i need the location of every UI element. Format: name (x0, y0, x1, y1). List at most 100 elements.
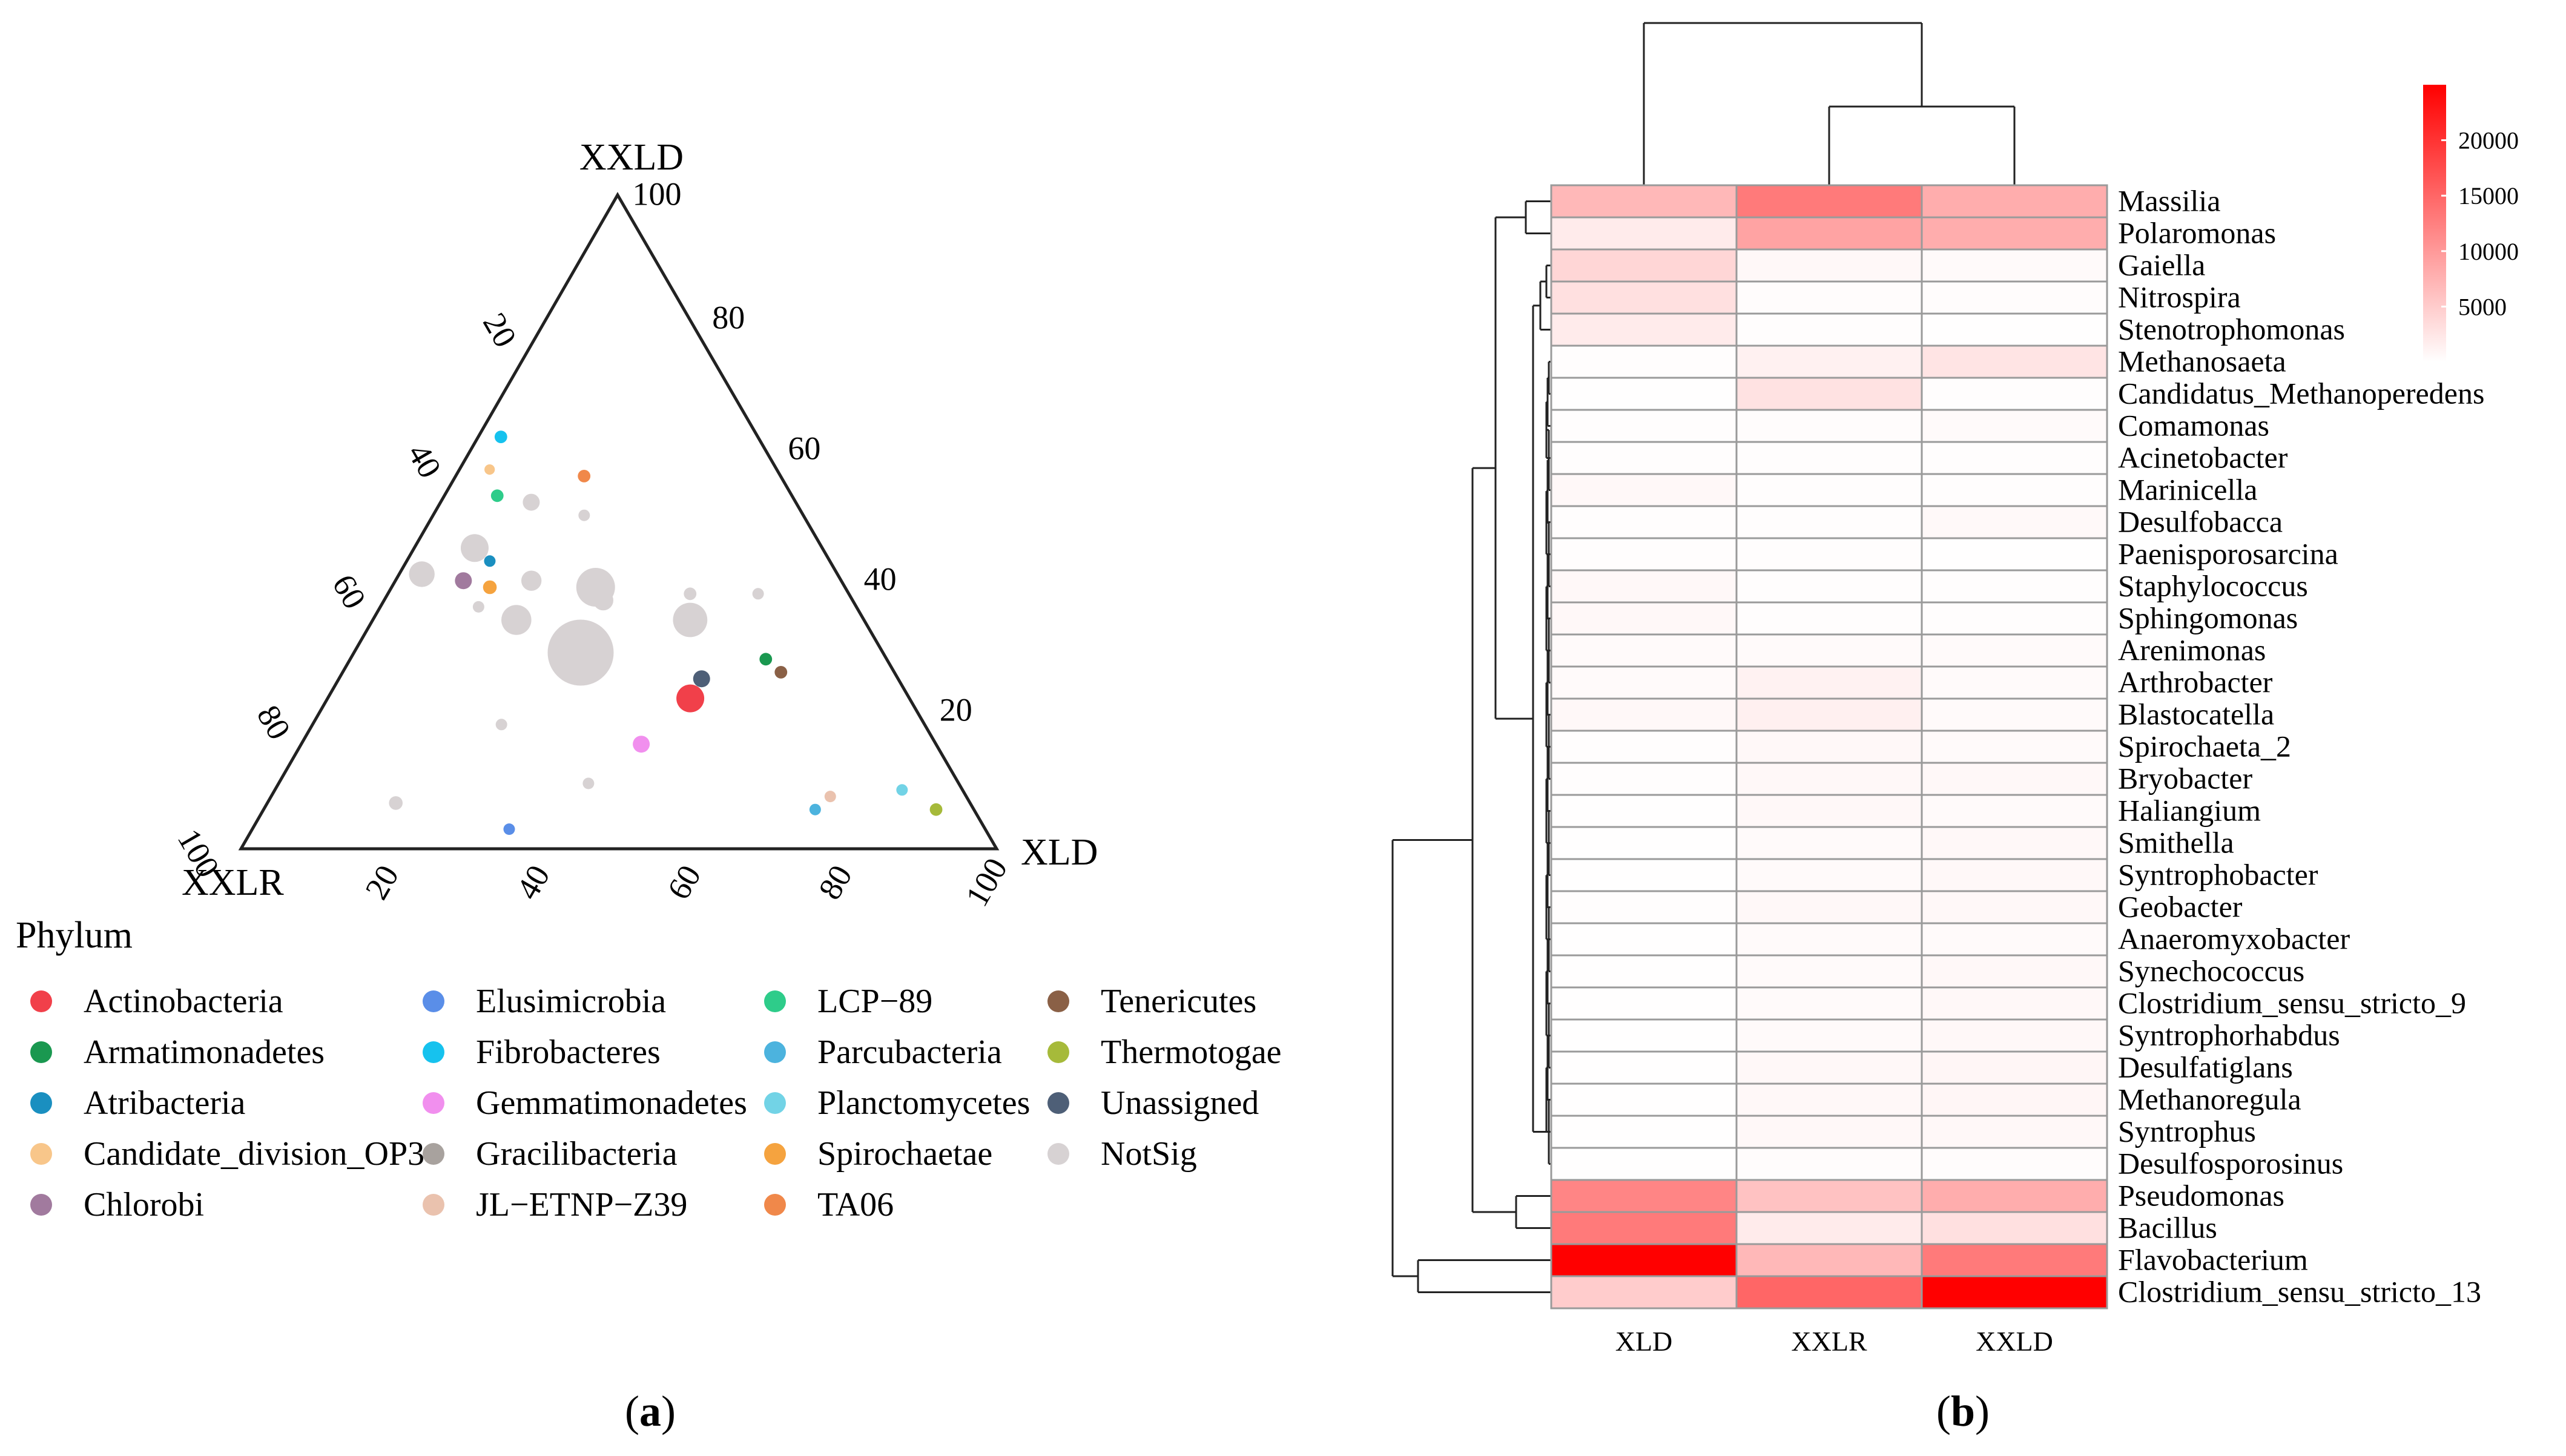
ternary-point-planctomycetes (896, 784, 908, 796)
ternary-point-notsig (521, 570, 542, 591)
ternary-point-notsig (523, 493, 540, 511)
heatmap-cell (1735, 1211, 1923, 1245)
ternary-point-notsig (389, 796, 403, 810)
ternary-point-notsig (472, 601, 484, 613)
row-label: Blastocatella (2118, 697, 2274, 731)
row-label: Desulfatiglans (2118, 1050, 2293, 1084)
heatmap-cell (1921, 1115, 2108, 1149)
colorbar-tick-label: 10000 (2458, 238, 2519, 265)
left-edge-tick-label-1: 20 (476, 307, 524, 354)
colorbar-tick-label: 15000 (2458, 182, 2519, 209)
legend-label: Fibrobacteres (476, 1033, 661, 1071)
legend-swatch (423, 1041, 444, 1063)
row-label: Stenotrophomonas (2118, 312, 2345, 346)
legend-label: Planctomycetes (817, 1084, 1031, 1122)
heatmap-cell (1735, 312, 1923, 347)
heatmap-cell (1735, 730, 1923, 764)
heatmap-cell (1550, 1275, 1738, 1309)
legend-label: LCP−89 (817, 983, 933, 1020)
ternary-point-notsig (409, 561, 435, 587)
heatmap-cell (1921, 248, 2108, 283)
heatmap-cell (1921, 730, 2108, 764)
legend-swatch (1047, 1041, 1069, 1063)
legend-swatch (764, 1143, 786, 1165)
heatmap-cell (1735, 890, 1923, 924)
heatmap-cell (1921, 826, 2108, 860)
left-edge-tick-label-4: 80 (250, 699, 298, 746)
legend-item: Spirochaetae (764, 1128, 992, 1179)
left-edge-tick-label-0: 100 (633, 176, 682, 212)
row-labels: MassiliaPolaromonasGaiellaNitrospiraSten… (2118, 184, 2484, 1309)
heatmap-cell (1550, 601, 1738, 636)
heatmap-cell (1550, 858, 1738, 892)
heatmap-cell (1735, 858, 1923, 892)
heatmap-cell (1921, 505, 2108, 539)
heatmap-cell (1735, 794, 1923, 828)
heatmap-cell (1921, 1211, 2108, 1245)
ternary-point-notsig (673, 602, 708, 637)
heatmap-cell (1550, 1179, 1738, 1213)
heatmap-cell (1921, 1018, 2108, 1053)
heatmap-cell (1735, 633, 1923, 668)
legend-swatch (764, 1194, 786, 1216)
legend-item: Actinobacteria (30, 976, 283, 1027)
heatmap-cell (1921, 312, 2108, 347)
heatmap-cell (1735, 1115, 1923, 1149)
heatmap-cell (1921, 633, 2108, 668)
heatmap-cell (1921, 954, 2108, 989)
heatmap-cell (1735, 537, 1923, 572)
row-label: Candidatus_Methanoperedens (2118, 377, 2484, 410)
heatmap-cell (1735, 1082, 1923, 1117)
heatmap-cell (1735, 954, 1923, 989)
bottom-edge-tick-label-4: 100 (958, 852, 1014, 912)
legend-label: Actinobacteria (84, 983, 283, 1020)
heatmap-cell (1921, 697, 2108, 732)
heatmap-cell (1550, 505, 1738, 539)
heatmap-cell (1735, 409, 1923, 443)
heatmap-cell (1921, 216, 2108, 251)
legend-swatch (423, 1092, 444, 1114)
heatmap-cell (1550, 1082, 1738, 1117)
bottom-edge-tick-label-0: 20 (358, 859, 406, 906)
heatmap-cell (1550, 1018, 1738, 1053)
legend-swatch (30, 990, 52, 1012)
legend-swatch (1047, 1092, 1069, 1114)
legend-swatch (1047, 1143, 1069, 1165)
ternary-point-actinobacteria (676, 684, 705, 713)
legend-label: Gracilibacteria (476, 1135, 678, 1173)
colorbar-tick-label: 20000 (2458, 127, 2519, 154)
legend-label: Armatimonadetes (84, 1033, 325, 1071)
row-label: Methanoregula (2118, 1082, 2301, 1116)
heatmap-cell (1550, 377, 1738, 411)
heatmap-cell (1735, 1018, 1923, 1053)
legend-item: Chlorobi (30, 1179, 204, 1230)
ternary-point-notsig (460, 534, 489, 562)
row-label: Flavobacterium (2118, 1243, 2308, 1277)
ternary-frame (238, 192, 1000, 851)
heatmap-cell (1735, 697, 1923, 732)
heatmap-cell (1550, 922, 1738, 957)
heatmap-cell (1550, 312, 1738, 347)
legend-swatch (764, 1041, 786, 1063)
ternary-point-lcp-89 (490, 489, 504, 502)
legend-label: Unassigned (1101, 1084, 1259, 1122)
legend-label: Atribacteria (84, 1084, 246, 1122)
row-label: Syntrophorhabdus (2118, 1018, 2340, 1052)
legend-label: Thermotogae (1101, 1033, 1282, 1071)
column-label: XXLR (1791, 1326, 1867, 1357)
legend-title: Phylum (16, 915, 133, 956)
row-dendrogram (1391, 200, 1551, 1293)
heatmap-cell (1550, 569, 1738, 604)
column-label: XLD (1615, 1326, 1673, 1357)
heatmap-cell (1735, 826, 1923, 860)
heatmap-cells (1550, 184, 2108, 1309)
heatmap-cell (1550, 986, 1738, 1021)
heatmap-cell (1921, 537, 2108, 572)
legend-item: NotSig (1047, 1128, 1197, 1179)
heatmap-cell (1735, 986, 1923, 1021)
heatmap-cell (1550, 826, 1738, 860)
ternary-point-gemmatimonadetes (633, 736, 650, 753)
row-label: Staphylococcus (2118, 569, 2308, 603)
heatmap-cell (1921, 1275, 2108, 1309)
